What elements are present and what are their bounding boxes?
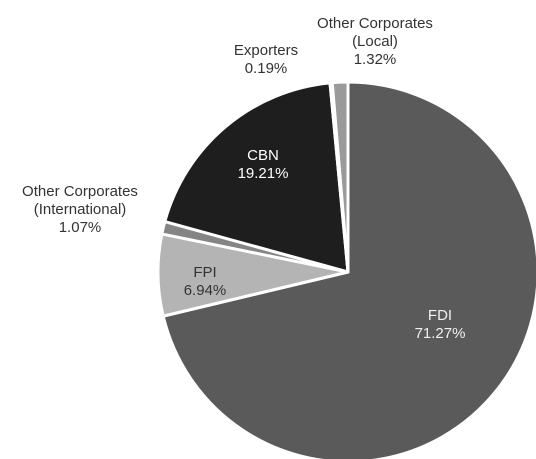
value-label: 6.94% — [183, 282, 227, 299]
value-label: 0.19% — [244, 60, 288, 77]
category-label: FPI — [193, 264, 217, 281]
slice-label: FDI 71.27% — [380, 307, 500, 343]
pie-slice — [163, 81, 350, 274]
category-label: Other Corporates (International) — [22, 183, 138, 218]
slice-label: Other Corporates (International) 1.07% — [0, 183, 160, 237]
category-label: CBN — [247, 147, 279, 164]
value-label: 1.32% — [353, 51, 397, 68]
value-label: 19.21% — [237, 165, 289, 182]
pie-slice — [161, 80, 536, 459]
value-label: 1.07% — [58, 219, 102, 236]
pie-slice — [330, 80, 350, 274]
category-label: Other Corporates (Local) — [317, 15, 433, 50]
slice-label: FPI 6.94% — [165, 264, 245, 300]
slice-label: CBN 19.21% — [213, 147, 313, 183]
slice-label: Other Corporates (Local) 1.32% — [300, 15, 450, 69]
category-label: FDI — [427, 307, 453, 324]
category-label: Exporters — [233, 42, 299, 59]
value-label: 71.27% — [414, 325, 466, 342]
slice-label: Exporters 0.19% — [216, 42, 316, 78]
